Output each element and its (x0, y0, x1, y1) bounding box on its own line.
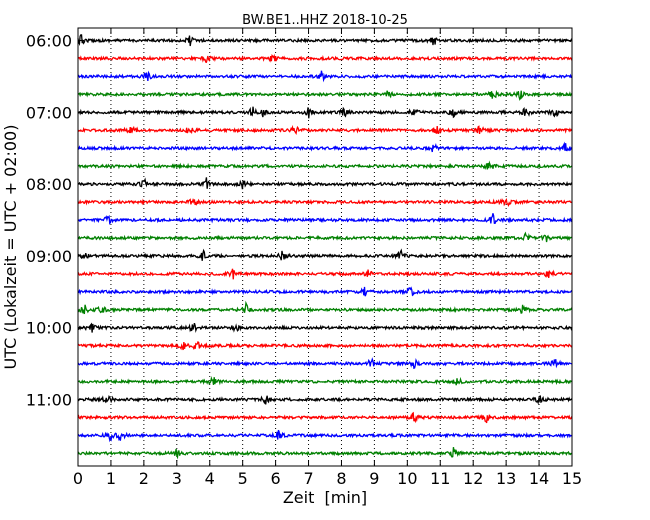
x-tick-label: 15 (562, 469, 582, 488)
trace-0930 (77, 286, 573, 297)
trace-0700 (77, 106, 573, 119)
x-tick-label: 9 (369, 469, 379, 488)
y-tick-label: 06:00 (26, 32, 72, 51)
x-tick-label: 13 (496, 469, 516, 488)
trace-0945 (77, 300, 573, 315)
x-tick-label: 10 (397, 469, 417, 488)
y-tick-label: 11:00 (26, 391, 72, 410)
trace-1000 (77, 322, 573, 334)
x-axis-label: Zeit [min] (283, 488, 367, 507)
trace-0730 (77, 141, 573, 153)
traces (77, 34, 573, 460)
y-axis: 06:00 07:00 08:00 09:00 10:00 11:00 (26, 32, 572, 410)
x-tick-label: 6 (271, 469, 281, 488)
x-tick-label: 4 (205, 469, 215, 488)
trace-0630 (77, 70, 573, 83)
trace-0600 (77, 34, 573, 47)
trace-0800 (77, 177, 573, 190)
plot-frame (77, 27, 573, 467)
trace-1045 (77, 376, 573, 386)
y-tick-label: 08:00 (26, 175, 72, 194)
x-tick-label: 11 (430, 469, 450, 488)
x-tick-label: 5 (238, 469, 248, 488)
trace-0715 (77, 124, 573, 135)
y-tick-label: 07:00 (26, 103, 72, 122)
x-tick-label: 3 (172, 469, 182, 488)
x-tick-label: 1 (106, 469, 116, 488)
trace-0915 (77, 268, 573, 280)
trace-1145 (77, 447, 573, 460)
trace-0815 (77, 197, 573, 208)
x-tick-label: 7 (303, 469, 313, 488)
trace-1130 (77, 429, 573, 443)
trace-0615 (77, 53, 573, 64)
trace-1100 (77, 395, 573, 405)
y-tick-label: 09:00 (26, 247, 72, 266)
x-tick-label: 2 (139, 469, 149, 488)
y-axis-label: UTC (Lokalzeit = UTC + 02:00) (1, 125, 20, 370)
trace-1015 (77, 341, 573, 351)
x-tick-label: 14 (529, 469, 549, 488)
trace-0830 (77, 213, 573, 225)
x-tick-label: 8 (336, 469, 346, 488)
trace-0900 (77, 248, 573, 261)
trace-0745 (77, 160, 573, 170)
x-axis: 0 1 2 3 4 5 6 7 8 9 10 11 12 13 14 15 (73, 28, 582, 488)
trace-1115 (77, 411, 573, 424)
x-tick-label: 12 (463, 469, 483, 488)
trace-0845 (77, 231, 573, 243)
trace-0645 (77, 89, 573, 101)
x-tick-label: 0 (73, 469, 83, 488)
trace-1030 (77, 357, 573, 370)
y-tick-label: 10:00 (26, 319, 72, 338)
chart-title: BW.BE1..HHZ 2018-10-25 (242, 13, 408, 28)
